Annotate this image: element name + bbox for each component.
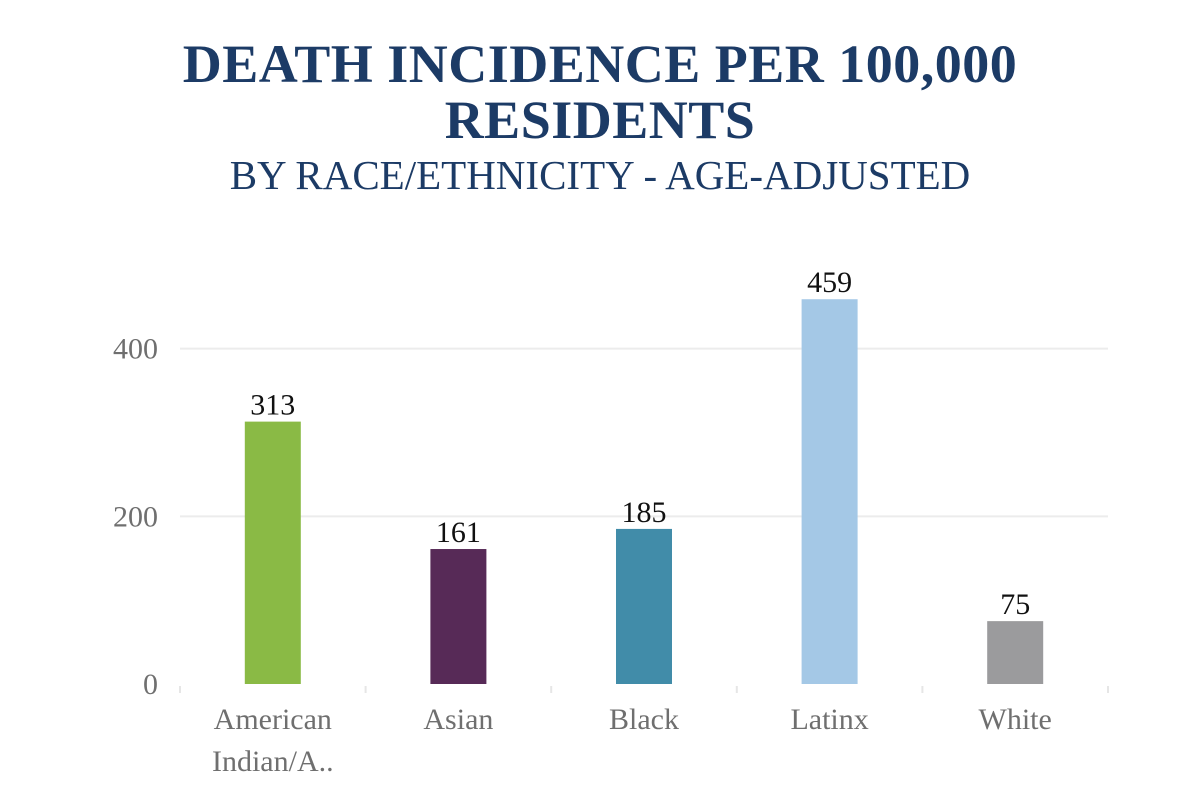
y-tick-label: 200 [113, 500, 158, 533]
bar-value-label: 185 [622, 496, 667, 529]
bar [987, 621, 1044, 684]
chart-subtitle: BY RACE/ETHNICITY - AGE-ADJUSTED [229, 152, 971, 198]
x-axis-category-labels: American Indian/A.. Asian Black Latinx White [212, 703, 1052, 778]
y-tick-label: 400 [113, 333, 158, 366]
x-category-label: Latinx [790, 703, 868, 736]
data-labels: 313 161 185 459 75 [250, 266, 1030, 621]
x-category-label: Indian/A.. [212, 745, 334, 778]
x-category-label: Black [609, 703, 679, 736]
bar [244, 421, 301, 684]
x-category-label: American [214, 703, 332, 736]
bar-value-label: 459 [807, 266, 852, 299]
y-axis-tick-labels: 0 200 400 [113, 333, 158, 701]
bar-value-label: 161 [436, 516, 481, 549]
bar [616, 528, 672, 684]
bar [430, 549, 487, 684]
bar-value-label: 313 [250, 389, 295, 422]
bar-value-label: 75 [1000, 588, 1030, 621]
chart-title-line-1: DEATH INCIDENCE PER 100,000 [182, 34, 1018, 94]
chart-title-line-2: RESIDENTS [444, 90, 756, 150]
x-axis [179, 686, 1109, 693]
x-category-label: White [979, 703, 1052, 736]
x-category-label: Asian [423, 703, 493, 736]
gridlines [180, 347, 1108, 518]
y-tick-label: 0 [143, 668, 158, 701]
bar [801, 299, 858, 684]
bars [244, 299, 1044, 684]
